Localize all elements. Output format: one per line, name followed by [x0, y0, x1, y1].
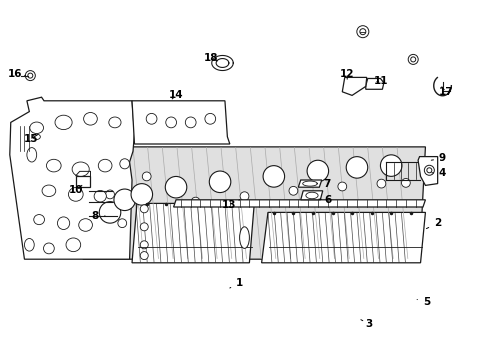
Ellipse shape — [120, 159, 129, 169]
Text: 14: 14 — [168, 90, 183, 100]
Ellipse shape — [42, 185, 56, 197]
Text: 12: 12 — [339, 69, 354, 79]
Circle shape — [140, 205, 148, 213]
Circle shape — [140, 252, 148, 260]
Ellipse shape — [43, 243, 54, 254]
Circle shape — [410, 57, 415, 62]
Ellipse shape — [55, 115, 72, 130]
Text: 17: 17 — [438, 87, 452, 97]
Text: 1: 1 — [229, 278, 243, 288]
Circle shape — [105, 190, 114, 199]
Ellipse shape — [24, 238, 34, 251]
Polygon shape — [417, 157, 437, 185]
Text: 15: 15 — [24, 134, 39, 144]
Circle shape — [407, 54, 417, 64]
Text: 8: 8 — [92, 211, 105, 221]
Text: 11: 11 — [373, 76, 388, 86]
Ellipse shape — [108, 117, 121, 128]
Ellipse shape — [98, 159, 112, 172]
Polygon shape — [298, 180, 321, 187]
Circle shape — [165, 176, 186, 198]
Circle shape — [118, 219, 126, 228]
Polygon shape — [83, 147, 425, 259]
Ellipse shape — [146, 113, 157, 124]
Polygon shape — [173, 200, 425, 207]
Polygon shape — [365, 78, 383, 89]
Ellipse shape — [94, 190, 106, 202]
Circle shape — [99, 202, 121, 223]
Text: 13: 13 — [221, 200, 239, 210]
Circle shape — [380, 155, 401, 176]
Circle shape — [306, 160, 328, 182]
Circle shape — [401, 179, 409, 187]
Ellipse shape — [83, 112, 97, 125]
Circle shape — [114, 189, 135, 211]
Circle shape — [356, 26, 368, 38]
Text: 2: 2 — [426, 218, 440, 229]
Ellipse shape — [204, 113, 215, 124]
Text: 4: 4 — [431, 168, 446, 178]
Ellipse shape — [239, 227, 249, 248]
Circle shape — [25, 71, 35, 81]
Ellipse shape — [33, 134, 40, 139]
Text: 18: 18 — [203, 53, 218, 63]
Circle shape — [263, 166, 284, 187]
Ellipse shape — [30, 122, 43, 134]
Ellipse shape — [165, 117, 176, 128]
Text: 7: 7 — [316, 179, 330, 189]
Text: 16: 16 — [7, 69, 25, 79]
Circle shape — [424, 165, 433, 175]
Text: 5: 5 — [416, 297, 429, 307]
Circle shape — [240, 192, 248, 201]
Ellipse shape — [79, 219, 92, 231]
Ellipse shape — [72, 162, 89, 176]
Circle shape — [288, 186, 297, 195]
Ellipse shape — [27, 148, 37, 162]
Circle shape — [359, 29, 365, 35]
Text: 3: 3 — [360, 319, 372, 329]
Circle shape — [140, 223, 148, 231]
Circle shape — [346, 157, 367, 178]
Polygon shape — [261, 212, 425, 263]
Ellipse shape — [66, 238, 81, 252]
Circle shape — [426, 168, 431, 173]
Circle shape — [209, 171, 230, 193]
Circle shape — [140, 241, 148, 249]
Circle shape — [28, 73, 33, 78]
Circle shape — [142, 172, 151, 181]
Ellipse shape — [68, 188, 83, 201]
Ellipse shape — [302, 181, 317, 186]
Circle shape — [131, 184, 152, 205]
Ellipse shape — [58, 217, 70, 230]
Ellipse shape — [34, 215, 44, 225]
Text: 6: 6 — [318, 195, 330, 205]
Ellipse shape — [185, 117, 196, 128]
Ellipse shape — [46, 159, 61, 172]
Text: 9: 9 — [430, 153, 445, 163]
Polygon shape — [342, 77, 366, 95]
Polygon shape — [300, 191, 322, 200]
Circle shape — [376, 179, 385, 188]
Polygon shape — [132, 203, 254, 263]
Circle shape — [191, 197, 200, 206]
Polygon shape — [132, 101, 229, 144]
FancyBboxPatch shape — [76, 176, 90, 187]
Polygon shape — [10, 97, 134, 259]
Text: 10: 10 — [68, 185, 83, 195]
Ellipse shape — [305, 192, 318, 199]
Circle shape — [337, 182, 346, 191]
